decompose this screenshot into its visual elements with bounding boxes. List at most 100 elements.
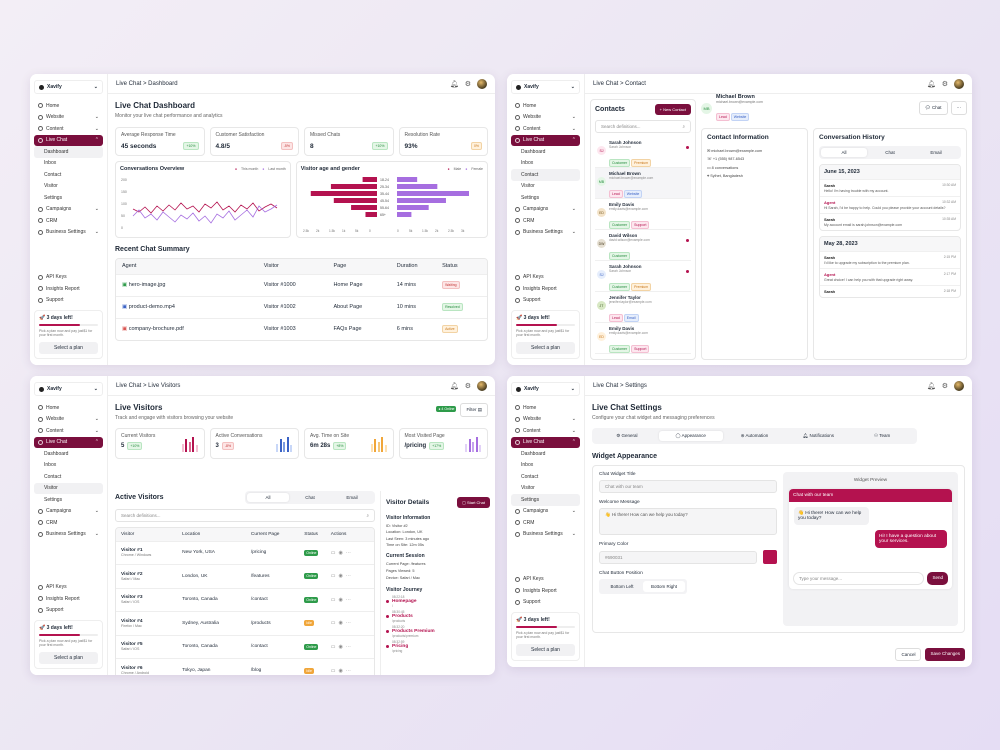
- avatar[interactable]: [954, 78, 964, 89]
- nav-live-chat[interactable]: Live Chat ⌃: [34, 134, 103, 146]
- tab-email[interactable]: Email: [930, 150, 942, 155]
- tab-notifications[interactable]: 🔔︎ Notifications: [786, 431, 850, 441]
- tab-automation[interactable]: ⊛ Automation: [723, 431, 787, 441]
- message-icon[interactable]: ▭: [330, 667, 339, 674]
- nav-dashboard[interactable]: Dashboard: [34, 146, 103, 158]
- table-row[interactable]: ▣ company-brochure.pdf Visitor #1003 FAQs …: [116, 318, 487, 340]
- nav-home[interactable]: Home: [34, 100, 103, 112]
- workspace-switcher[interactable]: Xavify ⌄: [34, 382, 103, 396]
- table-row[interactable]: Visitor #5 Safari / iOS Toronto, Canada/co…: [116, 635, 374, 659]
- message-icon[interactable]: ▭: [330, 620, 339, 627]
- tab-all[interactable]: All: [821, 148, 867, 157]
- nav-website[interactable]: Website ⌄: [34, 414, 103, 426]
- contact-list-item[interactable]: ED Emily Davis emily.davis@example.com Cust…: [595, 323, 691, 354]
- chat-button[interactable]: 💬︎ Chat: [919, 101, 948, 115]
- message-icon[interactable]: ▭: [330, 573, 339, 580]
- nav-campaigns[interactable]: Campaigns ⌄: [34, 204, 103, 216]
- tab-general[interactable]: ⚙ General: [595, 431, 659, 441]
- nav-dashboard[interactable]: Dashboard: [511, 146, 580, 158]
- nav-visitor[interactable]: Visitor: [34, 482, 103, 494]
- more-icon[interactable]: ⋯: [345, 667, 354, 674]
- message-icon[interactable]: ▭: [330, 643, 339, 650]
- gear-icon[interactable]: ⚙: [941, 382, 948, 390]
- nav-support[interactable]: Support: [511, 596, 580, 608]
- nav-live-chat[interactable]: Live Chat ⌃: [511, 436, 580, 448]
- nav-content[interactable]: Content ⌄: [511, 123, 580, 135]
- tab-team[interactable]: ⚇ Team: [850, 431, 914, 441]
- nav-home[interactable]: Home: [34, 402, 103, 414]
- avatar[interactable]: [477, 78, 487, 89]
- tab-all[interactable]: All: [247, 493, 289, 502]
- nav-inbox[interactable]: Inbox: [511, 460, 580, 472]
- tab-chat[interactable]: Chat: [305, 495, 315, 500]
- bell-icon[interactable]: 🔔︎: [449, 382, 459, 390]
- table-row[interactable]: Visitor #4 Firefox / Mac Sydney, Australia…: [116, 611, 374, 636]
- workspace-switcher[interactable]: Xavify ⌄: [34, 80, 103, 94]
- nav-business-settings[interactable]: Business Settings ⌄: [511, 227, 580, 239]
- select-plan-button[interactable]: Select a plan: [39, 342, 98, 354]
- nav-api-keys[interactable]: API Keys: [34, 581, 103, 593]
- more-icon[interactable]: ⋯: [345, 643, 354, 650]
- more-icon[interactable]: ⋯: [345, 573, 354, 580]
- more-icon[interactable]: ⋯: [345, 620, 354, 627]
- nav-website[interactable]: Website ⌄: [511, 414, 580, 426]
- nav-business-settings[interactable]: Business Settings ⌄: [511, 529, 580, 541]
- nav-content[interactable]: Content ⌄: [511, 425, 580, 437]
- history-message[interactable]: Agent 10:32 AM Hi Sarah, I'd be happy to h…: [820, 196, 960, 213]
- nav-support[interactable]: Support: [34, 604, 103, 616]
- nav-content[interactable]: Content ⌄: [34, 123, 103, 135]
- nav-visitor[interactable]: Visitor: [511, 483, 580, 495]
- tab-chat[interactable]: Chat: [885, 150, 895, 155]
- select-plan-button[interactable]: Select a plan: [516, 342, 575, 354]
- table-row[interactable]: ▣ hero-image.jpg Visitor #1000 Home Page 14…: [116, 274, 487, 296]
- nav-campaigns[interactable]: Campaigns ⌄: [511, 506, 580, 518]
- bell-icon[interactable]: 🔔︎: [449, 80, 459, 88]
- primary-color-input[interactable]: #690031: [599, 550, 757, 564]
- avatar[interactable]: [477, 380, 487, 391]
- table-row[interactable]: Visitor #6 Chrome / Android Tokyo, Japan/b…: [116, 658, 374, 675]
- table-row[interactable]: Visitor #1 Chrome / Windows New York, USA /…: [116, 541, 374, 565]
- bottom-left-option[interactable]: Bottom Left: [610, 584, 634, 589]
- contact-list-item[interactable]: DW David Wilson david.wilson@example.com Cu…: [595, 230, 691, 261]
- tab-email[interactable]: Email: [346, 495, 358, 500]
- tab-appearance[interactable]: ◯ Appearance: [658, 431, 723, 441]
- eye-icon[interactable]: ◉: [338, 667, 346, 674]
- preview-message-input[interactable]: Type your message...: [793, 572, 925, 585]
- color-swatch[interactable]: [763, 550, 777, 564]
- table-row[interactable]: Visitor #3 Safari / iOS Toronto, Canada/co…: [116, 588, 374, 612]
- eye-icon[interactable]: ◉: [338, 643, 346, 650]
- nav-insights[interactable]: Insights Report: [511, 585, 580, 597]
- nav-inbox[interactable]: Inbox: [34, 158, 103, 170]
- nav-crm[interactable]: CRM: [511, 215, 580, 227]
- nav-campaigns[interactable]: Campaigns ⌄: [511, 204, 580, 216]
- eye-icon[interactable]: ◉: [338, 549, 346, 556]
- more-icon[interactable]: ⋯: [345, 596, 354, 603]
- table-row[interactable]: Visitor #2 Safari / Mac London, UK/feature…: [116, 564, 374, 589]
- visitor-search-input[interactable]: Search definitions... ⌕: [115, 509, 375, 522]
- nav-campaigns[interactable]: Campaigns ⌄: [34, 506, 103, 518]
- nav-contact[interactable]: Contact: [511, 169, 580, 181]
- message-icon[interactable]: ▭: [330, 549, 339, 556]
- more-icon[interactable]: ⋯: [345, 549, 354, 556]
- start-chat-button[interactable]: ▢ Start Chat: [457, 497, 490, 508]
- contact-list-item[interactable]: ED Emily Davis emily.davis@example.com Cust…: [595, 199, 691, 230]
- nav-crm[interactable]: CRM: [34, 215, 103, 227]
- nav-settings[interactable]: Settings: [511, 494, 580, 506]
- preview-send-button[interactable]: Send: [927, 572, 948, 585]
- eye-icon[interactable]: ◉: [338, 620, 346, 627]
- nav-insights[interactable]: Insights Report: [34, 283, 103, 295]
- history-message[interactable]: Sarah 10:30 AM Hello! I'm having trouble w…: [820, 179, 960, 196]
- gear-icon[interactable]: ⚙: [464, 80, 471, 88]
- select-plan-button[interactable]: Select a plan: [39, 652, 98, 664]
- cancel-button[interactable]: Cancel: [895, 648, 922, 661]
- filter-button[interactable]: Filter ▤: [460, 403, 488, 417]
- workspace-switcher[interactable]: Xavify ⌄: [511, 80, 580, 94]
- nav-api-keys[interactable]: API Keys: [34, 271, 103, 283]
- nav-settings[interactable]: Settings: [34, 192, 103, 204]
- nav-visitor[interactable]: Visitor: [34, 181, 103, 193]
- nav-contact[interactable]: Contact: [34, 169, 103, 181]
- contact-list-item[interactable]: SJ Sarah Johnson Sarah Johnson Customer Prem…: [595, 137, 691, 168]
- nav-api-keys[interactable]: API Keys: [511, 573, 580, 585]
- nav-contact[interactable]: Contact: [511, 471, 580, 483]
- nav-contact[interactable]: Contact: [34, 471, 103, 483]
